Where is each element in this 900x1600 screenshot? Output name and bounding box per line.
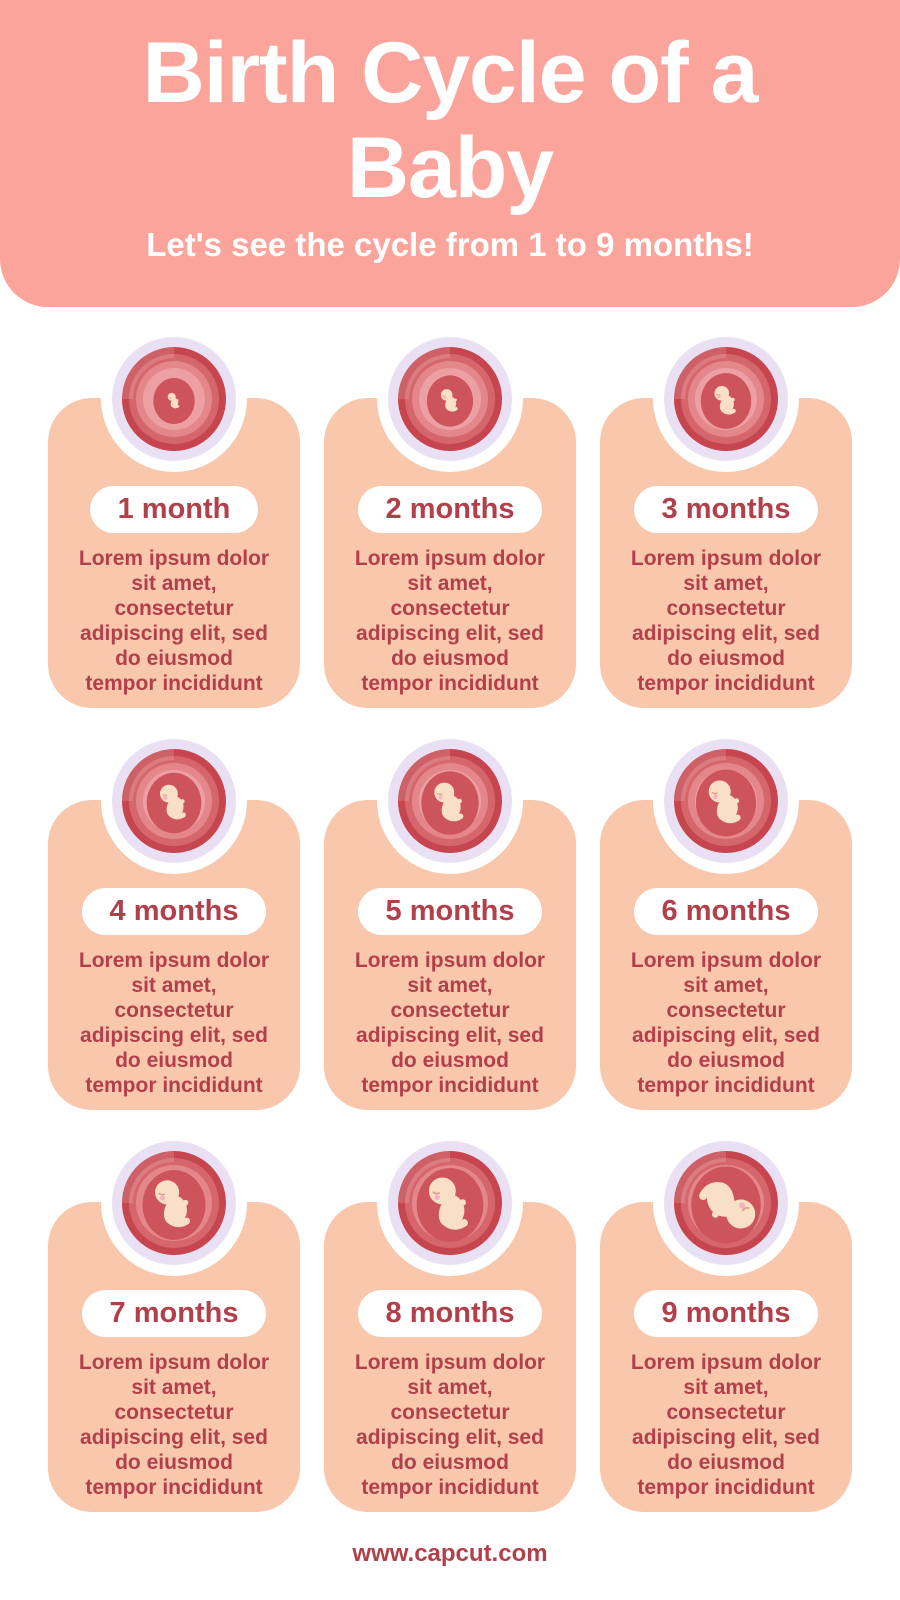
month-card: 1 month Lorem ipsum dolor sit amet, cons… — [48, 326, 300, 708]
fetus-womb-icon — [112, 337, 236, 461]
fetus-womb-icon — [664, 1141, 788, 1265]
month-card: 4 months Lorem ipsum dolor sit amet, con… — [48, 728, 300, 1110]
fetus-womb-icon — [664, 337, 788, 461]
month-description: Lorem ipsum dolor sit amet, consectetur … — [354, 1351, 546, 1499]
months-grid: 1 month Lorem ipsum dolor sit amet, cons… — [48, 326, 852, 1512]
month-card-body: 5 months Lorem ipsum dolor sit amet, con… — [324, 800, 576, 1110]
month-label-pill: 3 months — [633, 486, 819, 533]
page-subtitle: Let's see the cycle from 1 to 9 months! — [146, 226, 754, 263]
fetus-womb-icon — [388, 1141, 512, 1265]
month-card-body: 7 months Lorem ipsum dolor sit amet, con… — [48, 1202, 300, 1512]
month-card: 6 months Lorem ipsum dolor sit amet, con… — [600, 728, 852, 1110]
fetus-womb-icon — [388, 739, 512, 863]
month-card: 5 months Lorem ipsum dolor sit amet, con… — [324, 728, 576, 1110]
month-card: 2 months Lorem ipsum dolor sit amet, con… — [324, 326, 576, 708]
month-card: 3 months Lorem ipsum dolor sit amet, con… — [600, 326, 852, 708]
month-label: 1 month — [117, 493, 231, 525]
month-label: 6 months — [661, 895, 791, 927]
month-label: 7 months — [109, 1297, 239, 1329]
month-label-pill: 9 months — [633, 1290, 819, 1337]
month-description: Lorem ipsum dolor sit amet, consectetur … — [354, 949, 546, 1097]
fetus-womb-icon — [388, 337, 512, 461]
month-label: 8 months — [385, 1297, 515, 1329]
month-description: Lorem ipsum dolor sit amet, consectetur … — [78, 1351, 270, 1499]
month-label: 3 months — [661, 493, 791, 525]
month-card-body: 4 months Lorem ipsum dolor sit amet, con… — [48, 800, 300, 1110]
month-card: 8 months Lorem ipsum dolor sit amet, con… — [324, 1130, 576, 1512]
month-card: 9 months Lorem ipsum dolor sit amet, con… — [600, 1130, 852, 1512]
fetus-womb-icon — [112, 739, 236, 863]
month-description: Lorem ipsum dolor sit amet, consectetur … — [630, 547, 822, 695]
page-title: Birth Cycle of a Baby — [142, 25, 759, 216]
month-description: Lorem ipsum dolor sit amet, consectetur … — [78, 547, 270, 695]
month-label-pill: 7 months — [81, 1290, 267, 1337]
month-card: 7 months Lorem ipsum dolor sit amet, con… — [48, 1130, 300, 1512]
month-description: Lorem ipsum dolor sit amet, consectetur … — [630, 949, 822, 1097]
month-label: 9 months — [661, 1297, 791, 1329]
month-card-body: 3 months Lorem ipsum dolor sit amet, con… — [600, 398, 852, 708]
month-description: Lorem ipsum dolor sit amet, consectetur … — [354, 547, 546, 695]
fetus-womb-icon — [112, 1141, 236, 1265]
header: Birth Cycle of a Baby Let's see the cycl… — [0, 0, 900, 307]
month-label-pill: 8 months — [357, 1290, 543, 1337]
month-card-body: 6 months Lorem ipsum dolor sit amet, con… — [600, 800, 852, 1110]
footer-link[interactable]: www.capcut.com — [352, 1540, 548, 1567]
month-label: 5 months — [385, 895, 515, 927]
fetus-womb-icon — [664, 739, 788, 863]
month-label-pill: 4 months — [81, 888, 267, 935]
month-label-pill: 6 months — [633, 888, 819, 935]
month-description: Lorem ipsum dolor sit amet, consectetur … — [630, 1351, 822, 1499]
month-description: Lorem ipsum dolor sit amet, consectetur … — [78, 949, 270, 1097]
month-label: 4 months — [109, 895, 239, 927]
footer: www.capcut.com — [0, 1540, 900, 1568]
month-label-pill: 1 month — [89, 486, 259, 533]
month-label-pill: 2 months — [357, 486, 543, 533]
month-label-pill: 5 months — [357, 888, 543, 935]
month-label: 2 months — [385, 493, 515, 525]
